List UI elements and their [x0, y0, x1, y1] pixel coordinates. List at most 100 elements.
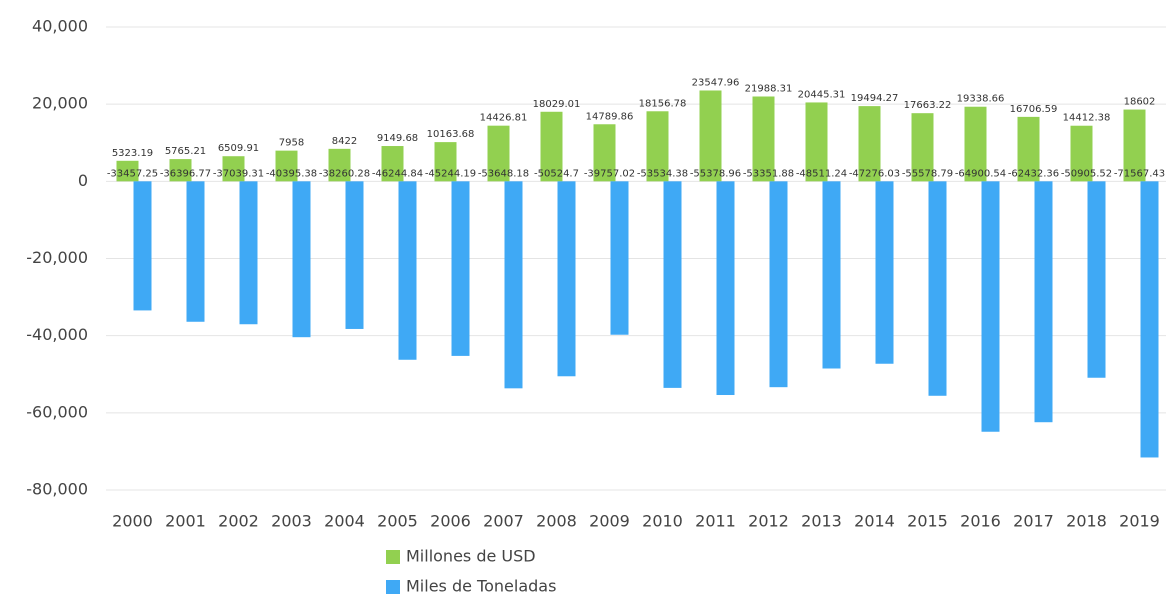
- data-label: 5765.21: [165, 146, 206, 157]
- x-tick-label: 2005: [377, 512, 418, 531]
- y-tick-label: -80,000: [26, 480, 88, 499]
- bar: [275, 150, 298, 182]
- bar: [911, 113, 934, 182]
- y-tick-label: -20,000: [26, 248, 88, 267]
- bar: [239, 181, 258, 325]
- data-label: 18156.78: [639, 98, 687, 109]
- data-label: -38260.28: [319, 168, 370, 179]
- bar: [1087, 181, 1106, 378]
- bar: [699, 90, 722, 182]
- legend-label: Millones de USD: [406, 547, 536, 566]
- bar: [752, 96, 775, 182]
- y-tick-label: 0: [78, 171, 88, 190]
- data-label: 10163.68: [427, 129, 475, 140]
- x-tick-label: 2017: [1013, 512, 1054, 531]
- x-tick-label: 2002: [218, 512, 259, 531]
- data-label: -45244.19: [425, 168, 476, 179]
- data-label: 18602: [1124, 97, 1156, 108]
- data-label: -40395.38: [266, 168, 317, 179]
- data-label: -50524.7: [534, 168, 579, 179]
- bar: [345, 181, 364, 329]
- data-label: 16706.59: [1010, 104, 1058, 115]
- data-label: -50905.52: [1061, 168, 1112, 179]
- bar: [116, 160, 139, 182]
- data-label: 9149.68: [377, 133, 418, 144]
- legend-swatch: [386, 550, 400, 564]
- bar: [434, 142, 457, 182]
- data-label: -36396.77: [160, 168, 211, 179]
- data-label: 20445.31: [798, 89, 846, 100]
- data-label: -64900.54: [955, 168, 1006, 179]
- bar: [504, 181, 523, 389]
- x-tick-label: 2015: [907, 512, 948, 531]
- x-tick-label: 2012: [748, 512, 789, 531]
- data-label: -53534.38: [637, 168, 688, 179]
- bar: [805, 102, 828, 182]
- y-tick-label: 20,000: [32, 94, 88, 113]
- x-tick-label: 2018: [1066, 512, 1107, 531]
- data-label: -53648.18: [478, 168, 529, 179]
- bar: [451, 181, 470, 356]
- x-tick-label: 2011: [695, 512, 736, 531]
- bar: [964, 106, 987, 182]
- bar: [328, 148, 351, 182]
- bar: [381, 146, 404, 182]
- bar: [1123, 109, 1146, 182]
- data-label: 18029.01: [533, 99, 581, 110]
- x-tick-label: 2006: [430, 512, 471, 531]
- x-tick-label: 2010: [642, 512, 683, 531]
- data-label: -39757.02: [584, 168, 635, 179]
- x-tick-label: 2001: [165, 512, 206, 531]
- x-tick-label: 2008: [536, 512, 577, 531]
- data-label: -71567.43: [1114, 168, 1165, 179]
- bar: [186, 181, 205, 322]
- bar: [1070, 125, 1093, 182]
- bar: [928, 181, 947, 396]
- x-tick-label: 2004: [324, 512, 365, 531]
- x-tick-label: 2016: [960, 512, 1001, 531]
- data-label: 23547.96: [692, 77, 740, 88]
- x-tick-label: 2013: [801, 512, 842, 531]
- data-label: -55378.96: [690, 168, 741, 179]
- data-label: 14426.81: [480, 113, 528, 124]
- data-label: -48511.24: [796, 168, 847, 179]
- bar: [222, 156, 245, 182]
- data-label: -47276.03: [849, 168, 900, 179]
- bar: [716, 181, 735, 396]
- bar: [1140, 181, 1159, 458]
- x-tick-label: 2007: [483, 512, 524, 531]
- data-label: 17663.22: [904, 100, 952, 111]
- bar: [646, 111, 669, 182]
- bar: [981, 181, 1000, 432]
- data-label: -33457.25: [107, 168, 158, 179]
- data-label: 5323.19: [112, 148, 153, 159]
- bar: [663, 181, 682, 388]
- data-label: -37039.31: [213, 168, 264, 179]
- data-label: -55578.79: [902, 168, 953, 179]
- bar: [292, 181, 311, 338]
- bar: [769, 181, 788, 388]
- bar: [875, 181, 894, 364]
- data-label: 19494.27: [851, 93, 899, 104]
- bar: [822, 181, 841, 369]
- bar: [540, 111, 563, 182]
- bar: [398, 181, 417, 360]
- bar: [557, 181, 576, 377]
- bar: [169, 159, 192, 182]
- x-tick-label: 2000: [112, 512, 153, 531]
- bar: [858, 106, 881, 182]
- x-tick-label: 2009: [589, 512, 630, 531]
- data-label: -62432.36: [1008, 168, 1059, 179]
- x-tick-label: 2019: [1119, 512, 1160, 531]
- data-label: 6509.91: [218, 143, 259, 154]
- y-tick-label: -60,000: [26, 402, 88, 421]
- data-label: -53351.88: [743, 168, 794, 179]
- bar: [133, 181, 152, 311]
- x-tick-label: 2014: [854, 512, 895, 531]
- bar: [487, 125, 510, 182]
- data-label: 21988.31: [745, 83, 793, 94]
- data-label: 14789.86: [586, 111, 634, 122]
- bar: [1034, 181, 1053, 423]
- legend-swatch: [386, 580, 400, 594]
